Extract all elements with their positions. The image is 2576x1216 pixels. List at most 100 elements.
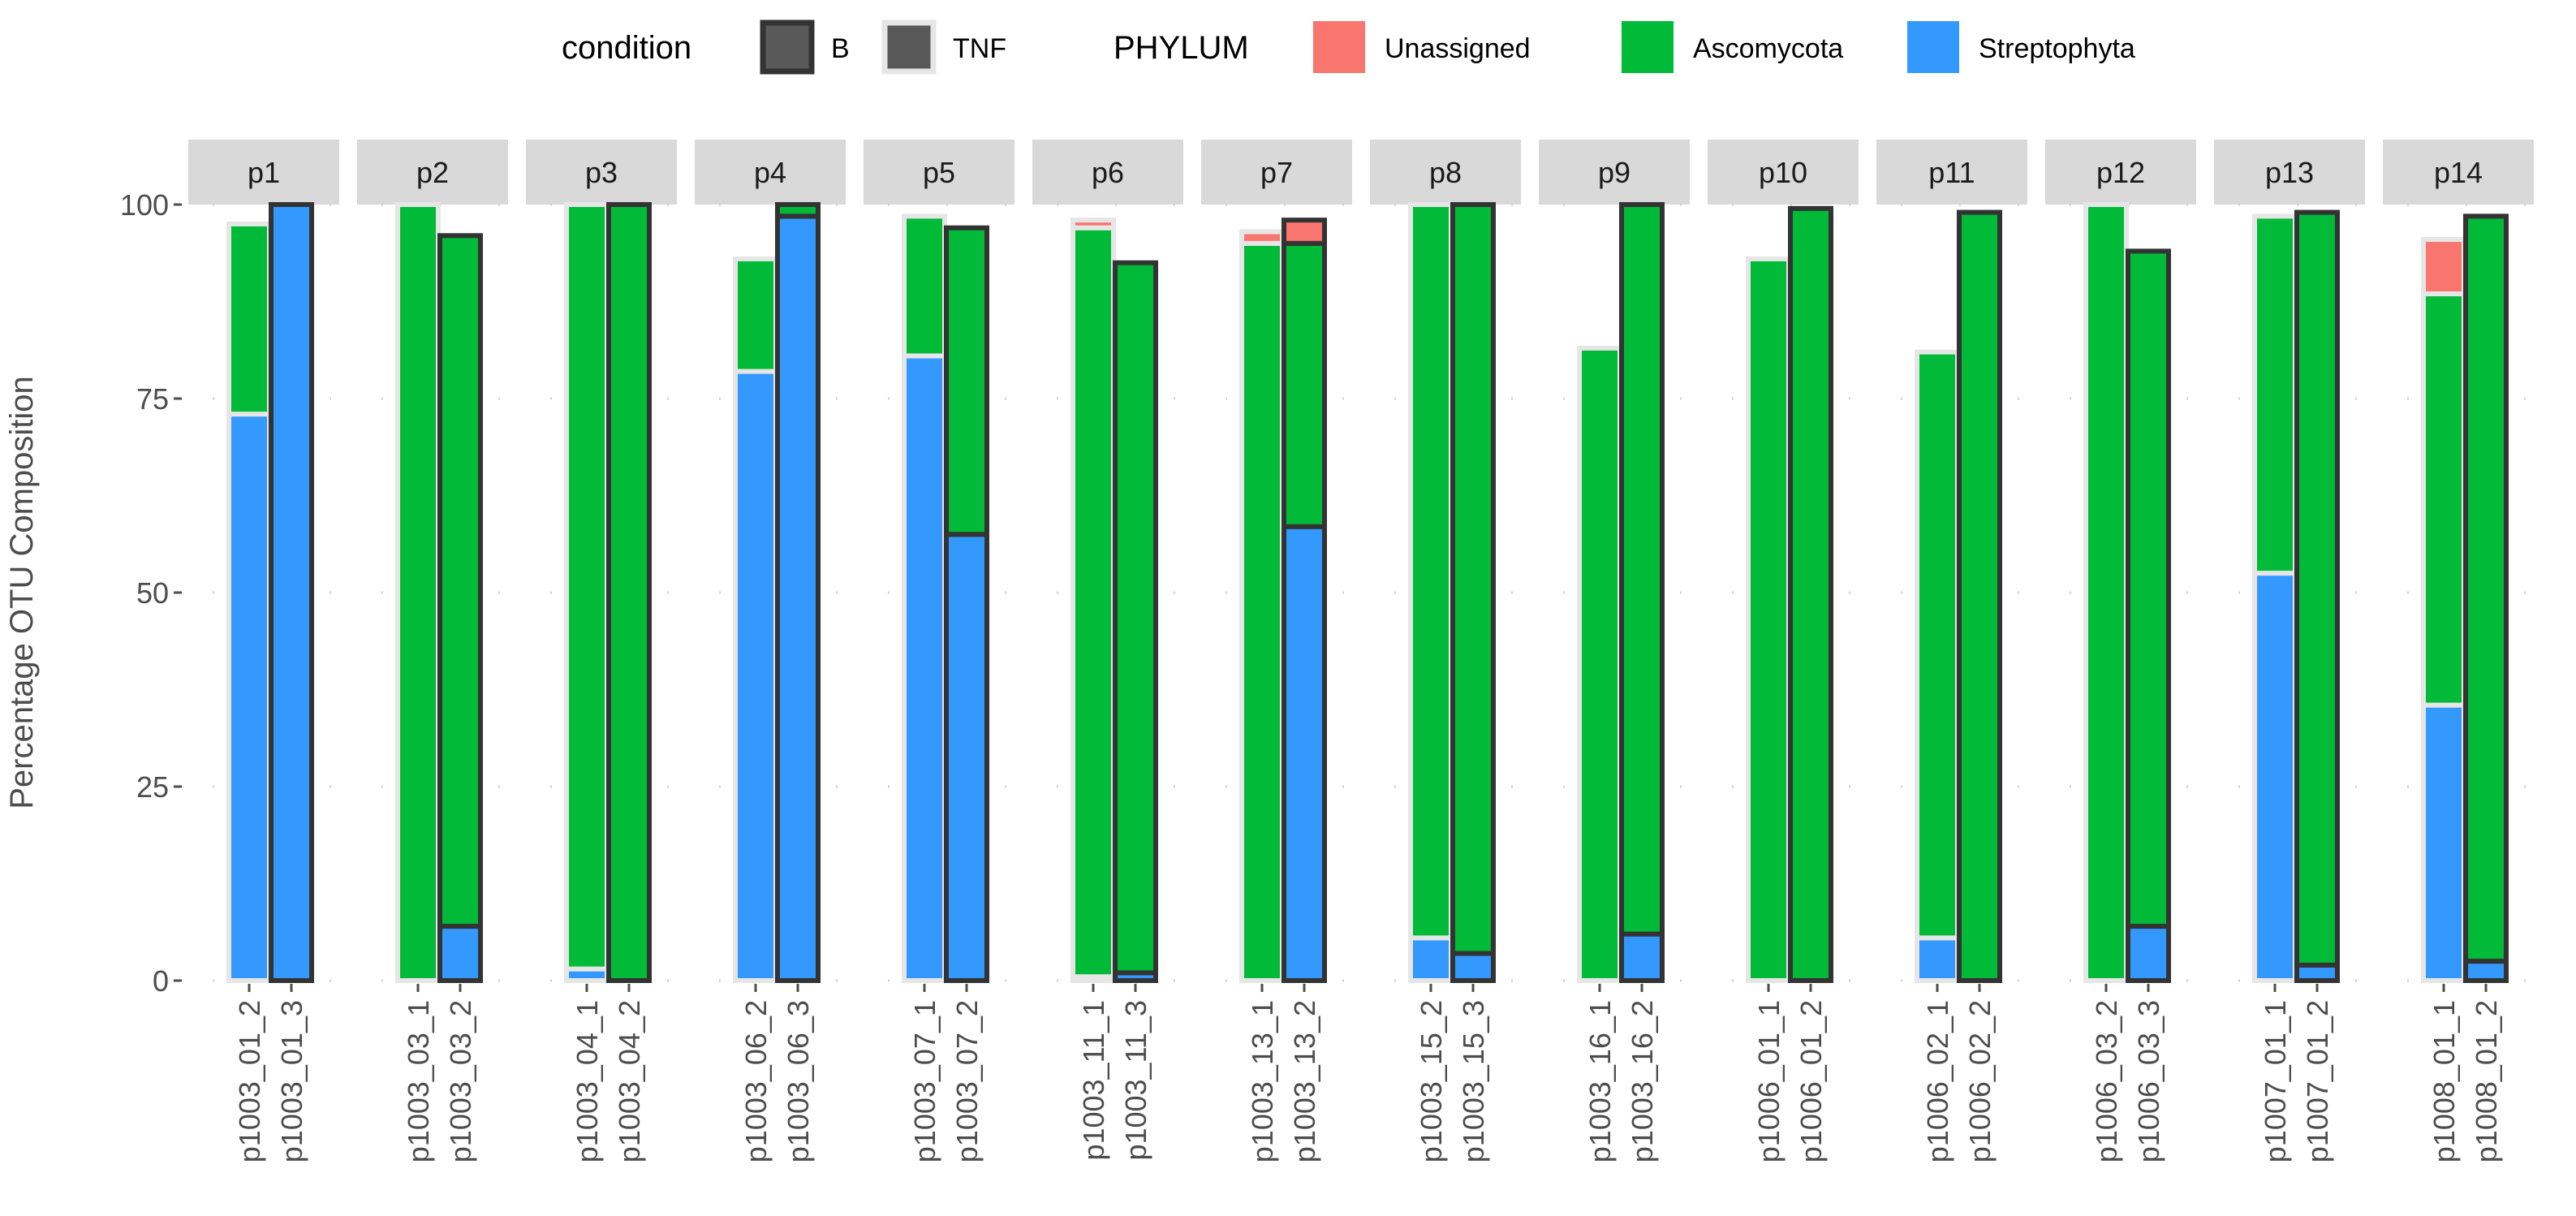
bar-p1003_06_2 (733, 256, 778, 984)
facet-panels: p1 p1003_01_2 p1003_01_3 p2 p1003_03_1 p1003_… (188, 140, 2534, 1162)
bar-segment-ascomycota (1746, 256, 1791, 984)
facet-strip-label: p1 (248, 156, 280, 189)
bar-p1003_16_1 (1577, 345, 1622, 983)
bar-p1008_01_1 (2421, 237, 2466, 983)
facet-strip (357, 140, 508, 205)
x-tick-label: p1003_13_1 (1246, 1000, 1279, 1162)
bar-segment-ascomycota (226, 221, 272, 417)
facet-strip (864, 140, 1014, 205)
facet-panel-p9: p9 p1003_16_1 p1003_16_2 (1539, 140, 1690, 1162)
legend-label-phylum: Ascomycota (1693, 33, 1843, 64)
bar-segment-ascomycota (2252, 213, 2298, 576)
facet-strip-label: p10 (1759, 156, 1807, 189)
facet-panel-p2: p2 p1003_03_1 p1003_03_2 (357, 140, 508, 1162)
bar-p1006_02_2 (1957, 209, 2002, 983)
bar-segment-ascomycota (2421, 291, 2466, 708)
y-tick-label: 75 (136, 382, 169, 416)
facet-panel-p4: p4 p1003_06_2 p1003_06_3 (695, 140, 846, 1162)
facet-strip (188, 140, 339, 205)
facet-panel-p13: p13 p1007_01_1 p1007_01_2 (2214, 140, 2365, 1162)
legend-label-phylum: Streptophyta (1979, 33, 2135, 64)
bar-segment-streptophyta (733, 369, 778, 984)
bar-segment-streptophyta (269, 202, 314, 983)
bar-p1003_04_1 (564, 202, 610, 984)
bar-p1003_03_1 (395, 202, 441, 983)
facet-strip (2383, 140, 2534, 205)
x-tick-label: p1003_16_2 (1626, 1000, 1659, 1162)
bar-segment-ascomycota (1070, 225, 1116, 980)
facet-panel-p11: p11 p1006_02_1 p1006_02_2 (1876, 140, 2027, 1162)
bar-p1008_01_2 (2463, 213, 2509, 983)
facet-strip-label: p12 (2096, 156, 2145, 189)
facet-strip-label: p6 (1092, 156, 1124, 189)
facet-panel-p12: p12 p1006_03_2 p1006_03_3 (2045, 140, 2196, 1162)
bar-segment-streptophyta (1450, 951, 1496, 984)
bar-segment-streptophyta (2421, 702, 2466, 983)
facet-strip (1032, 140, 1183, 205)
facet-strip (2045, 140, 2196, 205)
legend-title-phylum: PHYLUM (1114, 30, 1249, 66)
x-tick-label: p1008_01_1 (2427, 1000, 2461, 1162)
bar-segment-ascomycota (775, 202, 821, 219)
x-tick-label: p1007_01_2 (2301, 1000, 2334, 1162)
y-tick-label: 25 (136, 770, 169, 804)
x-tick-label: p1003_07_1 (908, 1000, 941, 1162)
bar-segment-streptophyta (1619, 931, 1665, 984)
x-tick-label: p1003_13_2 (1288, 1000, 1321, 1162)
bar-segment-streptophyta (944, 532, 989, 983)
bar-segment-ascomycota (395, 202, 441, 983)
bar-p1003_16_2 (1619, 202, 1665, 984)
bar-segment-unassigned (2421, 237, 2466, 296)
x-tick-label: p1006_02_1 (1921, 1000, 1954, 1162)
y-tick-label: 100 (120, 188, 169, 222)
x-tick-label: p1008_01_2 (2470, 1000, 2503, 1162)
legend-label-condition: TNF (953, 33, 1006, 64)
legend-label-condition: B (831, 33, 850, 64)
bar-segment-streptophyta (1915, 935, 1960, 984)
bar-p1003_15_2 (1408, 202, 1454, 984)
bar-p1003_07_1 (902, 213, 947, 984)
facet-strip-label: p3 (585, 156, 618, 189)
bar-segment-ascomycota (606, 202, 652, 983)
bar-segment-streptophyta (1282, 524, 1327, 983)
facet-panel-p5: p5 p1003_07_1 p1003_07_2 (864, 140, 1014, 1162)
bar-segment-ascomycota (1788, 205, 1833, 983)
bar-segment-ascomycota (2463, 213, 2509, 964)
facet-strip (1539, 140, 1690, 205)
bar-p1007_01_2 (2294, 209, 2340, 984)
x-tick-label: p1003_04_2 (613, 1000, 646, 1162)
legend-key-condition-b (760, 19, 815, 75)
x-tick-label: p1003_11_3 (1119, 1000, 1152, 1161)
bar-segment-ascomycota (902, 213, 947, 359)
facet-strip (1708, 140, 1859, 205)
x-tick-label: p1006_03_2 (2090, 1000, 2123, 1162)
x-tick-label: p1006_01_2 (1794, 1000, 1828, 1162)
bar-segment-ascomycota (2083, 202, 2129, 983)
facet-panel-p7: p7 p1003_13_1 p1003_13_2 (1201, 140, 1352, 1162)
bar-segment-unassigned (1070, 218, 1116, 231)
bar-segment-unassigned (1282, 218, 1327, 246)
bar-p1007_01_1 (2252, 213, 2298, 983)
facet-panel-p8: p8 p1003_15_2 p1003_15_3 (1370, 140, 1521, 1162)
facet-strip (1876, 140, 2027, 205)
bar-p1003_01_2 (226, 221, 272, 983)
x-tick-label: p1007_01_1 (2259, 1000, 2292, 1162)
bar-p1003_04_2 (606, 202, 652, 983)
x-tick-label: p1006_03_3 (2132, 1000, 2165, 1162)
facet-strip-label: p9 (1598, 156, 1630, 189)
bar-segment-streptophyta (775, 213, 821, 983)
legend-key-ascomycota (1622, 21, 1674, 73)
bar-segment-ascomycota (1282, 240, 1327, 529)
bar-segment-streptophyta (437, 924, 483, 983)
bar-segment-ascomycota (944, 225, 989, 537)
bar-segment-streptophyta (2252, 571, 2298, 983)
bar-segment-ascomycota (1957, 209, 2002, 983)
facet-panel-p3: p3 p1003_04_1 p1003_04_2 (526, 140, 677, 1162)
bar-segment-ascomycota (1577, 345, 1622, 983)
x-tick-label: p1003_01_2 (233, 1000, 266, 1162)
bar-p1006_01_2 (1788, 205, 1833, 983)
bar-segment-streptophyta (2463, 959, 2509, 983)
y-axis: 0 25 50 75 100 (120, 188, 182, 998)
legend-label-phylum: Unassigned (1385, 33, 1531, 64)
